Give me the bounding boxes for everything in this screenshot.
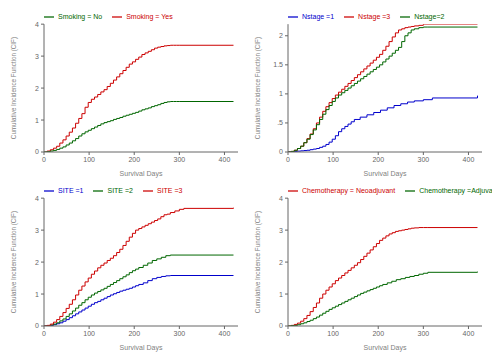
svg-text:Cumulative Incidence Function: Cumulative Incidence Function (CIF): [254, 37, 262, 139]
svg-text:.5: .5: [277, 119, 283, 126]
html-text:SITE =1: SITE =1: [58, 187, 84, 194]
svg-text:2: 2: [279, 32, 283, 39]
svg-text:1: 1: [35, 291, 39, 298]
svg-text:0: 0: [286, 330, 290, 337]
svg-text:300: 300: [418, 156, 430, 163]
html-text:Smoking = Yes: Smoking = Yes: [126, 13, 173, 20]
svg-text:200: 200: [128, 330, 140, 337]
svg-text:100: 100: [83, 330, 95, 337]
svg-text:Cumulative Incidence Function: Cumulative Incidence Function (CIF): [10, 211, 18, 313]
svg-text:300: 300: [174, 330, 186, 337]
svg-text:200: 200: [128, 156, 140, 163]
svg-text:400: 400: [219, 156, 231, 163]
svg-text:400: 400: [463, 330, 475, 337]
svg-text:4: 4: [35, 21, 39, 28]
html-text:Nstage=2: Nstage=2: [414, 13, 445, 20]
svg-text:2: 2: [35, 259, 39, 266]
svg-text:0: 0: [35, 322, 39, 329]
svg-text:3: 3: [35, 53, 39, 60]
html-text:Nstage =1: Nstage =1: [302, 13, 335, 20]
html-text:Chemotherapy =Adjuvant: Chemotherapy =Adjuvant: [419, 187, 499, 194]
svg-text:1: 1: [279, 291, 283, 298]
svg-text:3: 3: [279, 227, 283, 234]
html-text:Nstage =3: Nstage =3: [358, 13, 391, 20]
svg-text:Cumulative Incidence Function: Cumulative Incidence Function (CIF): [254, 211, 262, 313]
html-text:SITE =2: SITE =2: [107, 187, 133, 194]
svg-text:400: 400: [219, 330, 231, 337]
svg-text:400: 400: [463, 156, 475, 163]
svg-text:1: 1: [35, 117, 39, 124]
svg-text:0: 0: [42, 330, 46, 337]
svg-text:1.5: 1.5: [273, 61, 283, 68]
svg-text:300: 300: [174, 156, 186, 163]
html-text:SITE =3: SITE =3: [157, 187, 183, 194]
svg-text:2: 2: [279, 259, 283, 266]
svg-text:0: 0: [35, 148, 39, 155]
html-text:Chemotherapy = Neoadjuvant: Chemotherapy = Neoadjuvant: [302, 187, 396, 194]
svg-text:300: 300: [418, 330, 430, 337]
svg-text:200: 200: [372, 156, 384, 163]
svg-text:Survival Days: Survival Days: [364, 344, 407, 352]
svg-text:0: 0: [279, 322, 283, 329]
svg-text:100: 100: [83, 156, 95, 163]
svg-text:100: 100: [327, 156, 339, 163]
svg-text:2: 2: [35, 85, 39, 92]
svg-text:0: 0: [286, 156, 290, 163]
svg-text:4: 4: [279, 195, 283, 202]
svg-text:200: 200: [372, 330, 384, 337]
svg-text:0: 0: [42, 156, 46, 163]
svg-text:Survival Days: Survival Days: [364, 170, 407, 178]
svg-text:3: 3: [35, 227, 39, 234]
svg-text:4: 4: [35, 195, 39, 202]
svg-text:0: 0: [279, 148, 283, 155]
svg-text:1: 1: [279, 90, 283, 97]
svg-text:Survival Days: Survival Days: [120, 344, 163, 352]
svg-text:100: 100: [327, 330, 339, 337]
svg-text:Cumulative Incidence Function: Cumulative Incidence Function (CIF): [10, 37, 18, 139]
svg-text:Survival Days: Survival Days: [120, 170, 163, 178]
html-text:Smoking = No: Smoking = No: [58, 13, 103, 20]
